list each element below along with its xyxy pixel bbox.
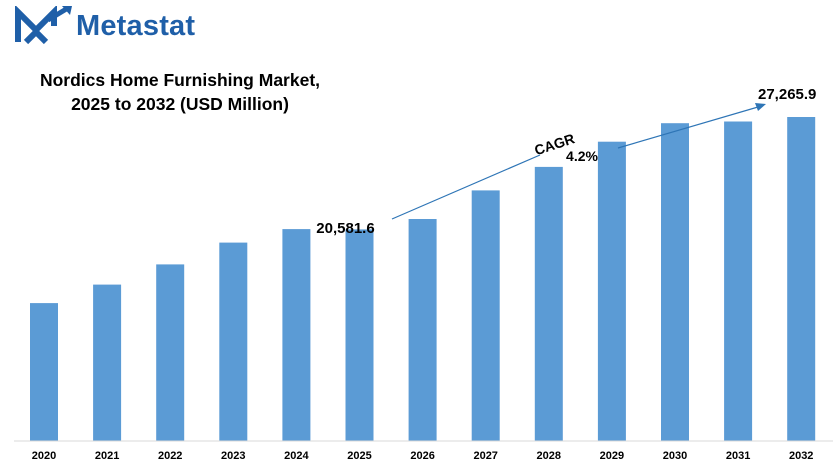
- bar-2028: [534, 166, 563, 441]
- cagr-arrow-line-2: [617, 106, 759, 149]
- brand-name: Metastat: [76, 9, 196, 42]
- data-label-2032: 27,265.9: [758, 86, 816, 103]
- x-tick-label-2028: 2028: [537, 450, 561, 462]
- brand-logo: Metastat: [14, 6, 195, 46]
- cagr-arrow-head: [755, 103, 766, 111]
- x-tick-label-2021: 2021: [95, 450, 119, 462]
- bar-2021: [93, 284, 122, 441]
- bar-2022: [156, 264, 185, 441]
- x-tick-label-2030: 2030: [663, 450, 687, 462]
- x-tick-label-2022: 2022: [158, 450, 182, 462]
- cagr-arrow-line-1: [391, 154, 541, 220]
- x-tick-label-2032: 2032: [789, 450, 813, 462]
- bar-2024: [282, 229, 311, 441]
- bar-2027: [471, 190, 500, 441]
- chart-title: Nordics Home Furnishing Market, 2025 to …: [20, 68, 340, 116]
- chart-title-line-1: Nordics Home Furnishing Market,: [39, 70, 321, 90]
- bar-2020: [30, 303, 58, 441]
- bar-2023: [219, 242, 248, 441]
- x-tick-label-2023: 2023: [221, 450, 245, 462]
- x-tick-label-2026: 2026: [410, 450, 434, 462]
- x-tick-label-2029: 2029: [600, 450, 624, 462]
- bar-2031: [724, 121, 753, 441]
- bar-2032: [787, 117, 816, 441]
- chart-title-line-2: 2025 to 2032 (USD Million): [71, 94, 289, 114]
- x-tick-label-2031: 2031: [726, 450, 750, 462]
- bar-2029: [597, 141, 626, 441]
- x-tick-label-2025: 2025: [347, 450, 371, 462]
- metastat-logo-icon: [15, 6, 72, 45]
- cagr-value: 4.2%: [566, 148, 598, 164]
- bar-2030: [661, 123, 689, 441]
- x-tick-label-2027: 2027: [473, 450, 497, 462]
- data-label-2025: 20,581.6: [316, 220, 374, 237]
- bar-2025: [345, 229, 374, 441]
- x-tick-label-2024: 2024: [284, 450, 309, 462]
- x-tick-label-2020: 2020: [32, 450, 56, 462]
- bar-2026: [408, 219, 437, 441]
